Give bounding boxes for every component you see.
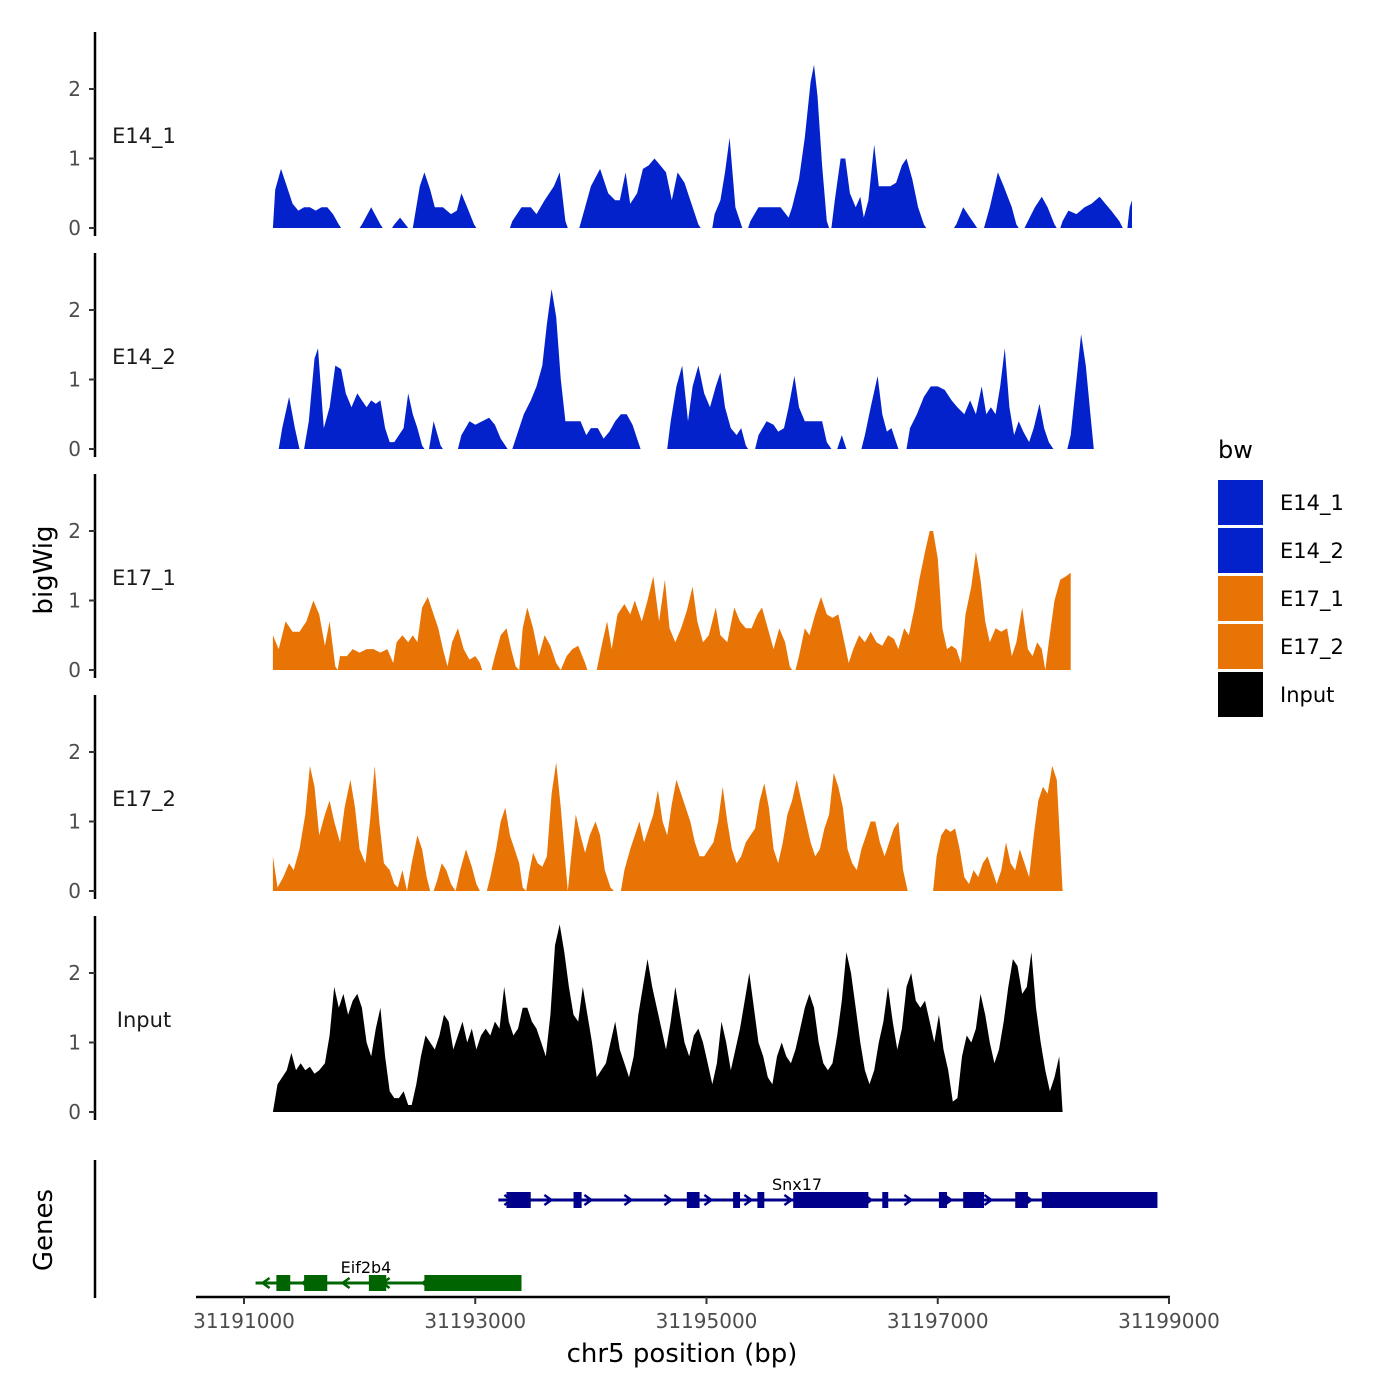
legend-label: E14_1 xyxy=(1280,491,1344,516)
strand-arrow xyxy=(783,1193,794,1207)
track-e14-1: 0 1 2 E14_1 xyxy=(68,32,1132,240)
x-tick-label: 31199000 xyxy=(1118,1309,1220,1333)
y-tick-label: 1 xyxy=(68,810,81,834)
y-tick-label: 0 xyxy=(68,437,81,461)
y-tick-label: 2 xyxy=(68,519,81,543)
track-label: E14_2 xyxy=(112,345,176,370)
strand-arrow xyxy=(983,1193,994,1207)
y-tick-label: 1 xyxy=(68,368,81,392)
track-e17-2: 0 1 2 E17_2 xyxy=(68,695,1063,903)
signal-area-e17-2 xyxy=(272,762,1063,891)
strand-arrow xyxy=(743,1193,754,1207)
signal-area-e14-2 xyxy=(278,289,1094,449)
x-tick-label: 31191000 xyxy=(193,1309,295,1333)
gene-label: Snx17 xyxy=(772,1175,822,1194)
gene-exon xyxy=(424,1275,522,1291)
y-axis-title: bigWig xyxy=(29,525,59,614)
gene-track: Snx17 Eif2b4 xyxy=(93,1160,1158,1298)
y-tick-label: 0 xyxy=(68,1100,81,1124)
gene-exon xyxy=(757,1192,765,1208)
legend-swatch xyxy=(1218,528,1263,573)
y-tick-label: 2 xyxy=(68,961,81,985)
gene-exon xyxy=(963,1192,984,1208)
strand-arrow xyxy=(543,1193,554,1207)
strand-arrow xyxy=(703,1193,714,1207)
y-tick-label: 0 xyxy=(68,658,81,682)
x-tick-label: 31197000 xyxy=(887,1309,989,1333)
legend-swatch xyxy=(1218,672,1263,717)
legend-label: E17_2 xyxy=(1280,635,1344,660)
gene-exon xyxy=(733,1192,741,1208)
gene-exon xyxy=(938,1192,947,1208)
y-tick-label: 1 xyxy=(68,147,81,171)
strand-arrow xyxy=(340,1276,351,1290)
y-tick-label: 1 xyxy=(68,589,81,613)
gene-exon xyxy=(793,1192,869,1208)
signal-area-input xyxy=(272,924,1063,1112)
gene-exon xyxy=(506,1192,531,1208)
track-label: Input xyxy=(117,1008,171,1032)
gene-label: Eif2b4 xyxy=(341,1258,392,1277)
y-tick-label: 1 xyxy=(68,1031,81,1055)
gene-snx17: Snx17 xyxy=(498,1175,1158,1208)
strand-arrow xyxy=(623,1193,634,1207)
gene-exon xyxy=(1015,1192,1028,1208)
signal-area-e14-1 xyxy=(272,64,1132,228)
y-tick-label: 0 xyxy=(68,879,81,903)
y-tick-label: 2 xyxy=(68,740,81,764)
signal-tracks: 0 1 2 E14_1 0 1 2 E14_2 0 1 2 E17_1 0 1 2 E17_2 0 1 2 Input xyxy=(68,32,1132,1124)
gene-exon xyxy=(304,1275,328,1291)
gene-exon xyxy=(368,1275,387,1291)
x-axis-title: chr5 position (bp) xyxy=(567,1339,798,1369)
strand-arrow xyxy=(260,1276,271,1290)
legend-label: E17_1 xyxy=(1280,587,1344,612)
gene-exon xyxy=(882,1192,889,1208)
y-tick-label: 0 xyxy=(68,216,81,240)
x-axis: 31191000 31193000 31195000 31197000 31199000 xyxy=(193,1295,1220,1333)
track-label: E14_1 xyxy=(112,124,176,149)
legend-label: Input xyxy=(1280,683,1334,707)
signal-area-e17-1 xyxy=(272,531,1071,670)
legend-swatch xyxy=(1218,624,1263,669)
legend-swatch xyxy=(1218,480,1263,525)
legend-swatch xyxy=(1218,576,1263,621)
track-e17-1: 0 1 2 E17_1 xyxy=(68,474,1071,682)
strand-arrow xyxy=(583,1193,594,1207)
strand-arrow xyxy=(663,1193,674,1207)
gene-exon xyxy=(1041,1192,1158,1208)
x-tick-label: 31193000 xyxy=(424,1309,526,1333)
genes-axis-title: Genes xyxy=(29,1189,59,1271)
track-label: E17_2 xyxy=(112,787,176,812)
track-e14-2: 0 1 2 E14_2 xyxy=(68,253,1094,461)
y-tick-label: 2 xyxy=(68,77,81,101)
y-tick-label: 2 xyxy=(68,298,81,322)
x-tick-label: 31195000 xyxy=(656,1309,758,1333)
strand-arrow xyxy=(903,1193,914,1207)
gene-exon xyxy=(573,1192,582,1208)
gene-exon xyxy=(686,1192,700,1208)
gene-eif2b4: Eif2b4 xyxy=(255,1258,522,1291)
track-label: E17_1 xyxy=(112,566,176,591)
legend: bw E14_1 E14_2 E17_1 E17_2 Input xyxy=(1218,436,1344,717)
legend-title: bw xyxy=(1218,436,1253,464)
legend-label: E14_2 xyxy=(1280,539,1344,564)
gene-exon xyxy=(276,1275,291,1291)
track-input: 0 1 2 Input xyxy=(68,916,1063,1124)
